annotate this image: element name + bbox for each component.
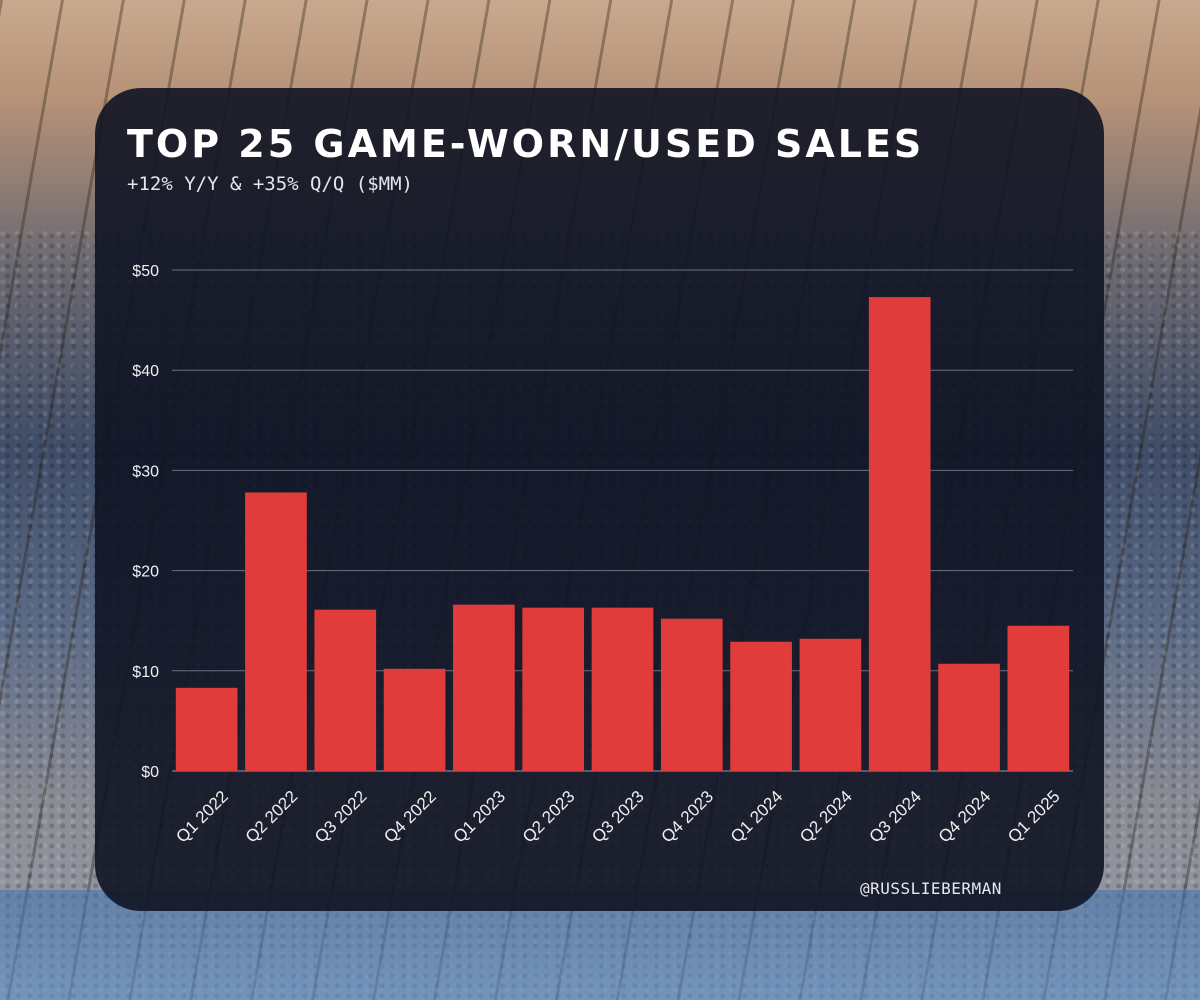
y-tick-label: $20 — [132, 564, 159, 581]
author-credit: @RUSSLIEBERMAN — [860, 879, 1002, 898]
x-tick-label: Q3 2023 — [588, 787, 648, 847]
x-tick-label: Q4 2022 — [380, 787, 440, 847]
x-tick-label: Q3 2022 — [311, 787, 371, 847]
x-tick-label: Q1 2022 — [172, 787, 232, 847]
bar — [453, 604, 515, 771]
x-tick-label: Q2 2024 — [796, 787, 856, 847]
x-tick-label: Q2 2023 — [519, 787, 579, 847]
y-tick-label: $50 — [132, 263, 159, 280]
y-tick-label: $40 — [132, 363, 159, 380]
y-tick-label: $30 — [132, 463, 159, 480]
x-tick-label: Q3 2024 — [865, 787, 925, 847]
bar — [522, 607, 585, 771]
x-axis-ticks: Q1 2022 Q2 2022 Q3 2022 Q4 2022 Q1 2023 Q2 20… — [172, 787, 1063, 847]
bar — [383, 668, 446, 771]
bar — [1007, 625, 1070, 771]
x-tick-label: Q4 2024 — [935, 787, 995, 847]
bar — [660, 618, 723, 771]
bar — [730, 641, 792, 771]
bar — [868, 297, 931, 771]
bar — [591, 607, 654, 771]
bars — [175, 297, 1070, 771]
y-tick-label: $10 — [132, 664, 159, 681]
y-axis-ticks: $0 $10 $20 $30 $40 $50 — [132, 263, 159, 781]
chart-subtitle: +12% Y/Y & +35% Q/Q ($MM) — [127, 173, 413, 195]
x-tick-label: Q2 2022 — [242, 787, 302, 847]
chart-title: TOP 25 GAME-WORN/USED SALES — [127, 122, 925, 166]
x-tick-label: Q1 2024 — [727, 787, 787, 847]
bar — [938, 663, 1000, 771]
bar — [175, 687, 238, 771]
y-tick-label: $0 — [141, 764, 159, 781]
bar — [314, 609, 377, 771]
bar — [245, 492, 307, 771]
x-tick-label: Q1 2025 — [1004, 787, 1064, 847]
bar — [799, 638, 862, 771]
x-tick-label: Q1 2023 — [450, 787, 510, 847]
x-tick-label: Q4 2023 — [658, 787, 718, 847]
